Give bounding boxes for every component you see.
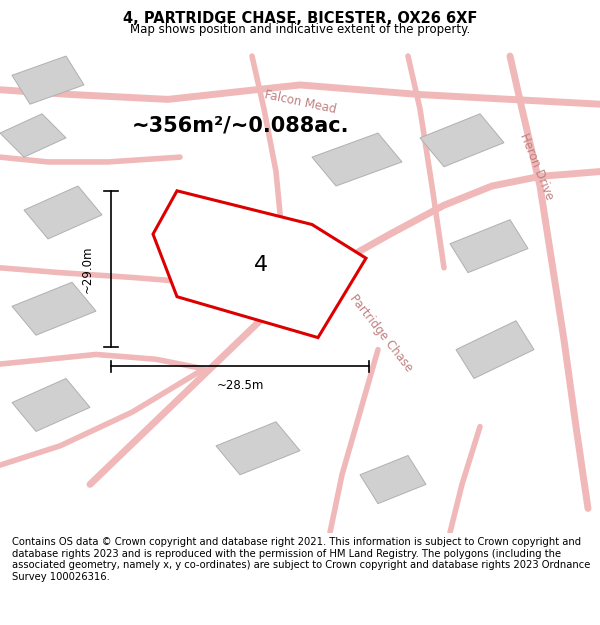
Text: Falcon Mead: Falcon Mead bbox=[263, 88, 337, 116]
Polygon shape bbox=[0, 114, 66, 157]
Polygon shape bbox=[153, 191, 366, 338]
Polygon shape bbox=[456, 321, 534, 379]
Text: Contains OS data © Crown copyright and database right 2021. This information is : Contains OS data © Crown copyright and d… bbox=[12, 537, 590, 582]
Text: ~29.0m: ~29.0m bbox=[80, 245, 94, 292]
Text: Heron Drive: Heron Drive bbox=[518, 131, 556, 202]
Polygon shape bbox=[12, 282, 96, 335]
Polygon shape bbox=[420, 114, 504, 167]
Polygon shape bbox=[12, 56, 84, 104]
Text: 4: 4 bbox=[254, 256, 268, 276]
Text: 4, PARTRIDGE CHASE, BICESTER, OX26 6XF: 4, PARTRIDGE CHASE, BICESTER, OX26 6XF bbox=[123, 11, 477, 26]
Text: ~28.5m: ~28.5m bbox=[217, 379, 263, 392]
Text: ~356m²/~0.088ac.: ~356m²/~0.088ac. bbox=[132, 116, 349, 136]
Polygon shape bbox=[216, 422, 300, 475]
Polygon shape bbox=[360, 456, 426, 504]
Text: Partridge Chase: Partridge Chase bbox=[347, 292, 415, 374]
Polygon shape bbox=[12, 379, 90, 431]
Polygon shape bbox=[450, 219, 528, 272]
Polygon shape bbox=[24, 186, 102, 239]
Polygon shape bbox=[312, 133, 402, 186]
Text: Map shows position and indicative extent of the property.: Map shows position and indicative extent… bbox=[130, 23, 470, 36]
